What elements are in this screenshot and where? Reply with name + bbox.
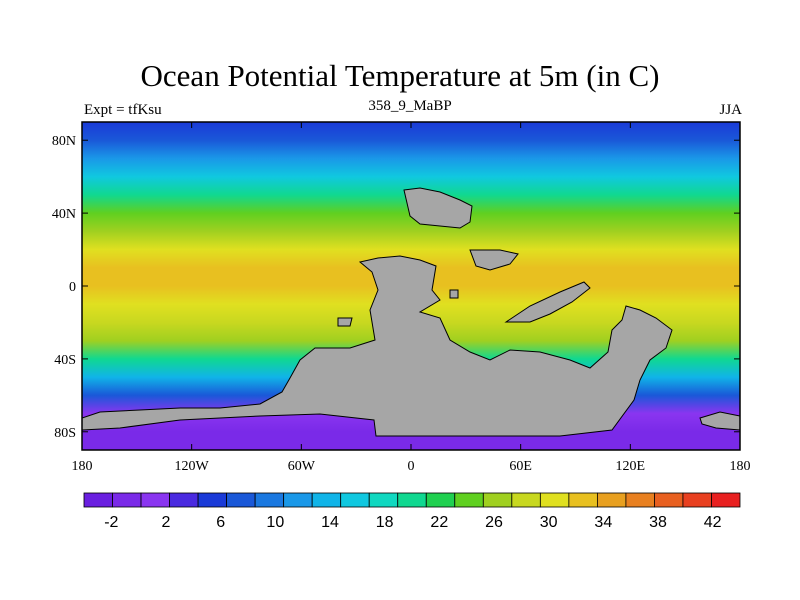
land-mass-southeast — [699, 411, 740, 431]
colorbar-swatch — [311, 492, 342, 508]
colorbar-label: 42 — [704, 514, 722, 531]
colorbar-swatch — [482, 492, 513, 508]
colorbar-label: 10 — [266, 514, 284, 531]
colorbar-label: 34 — [594, 514, 612, 531]
land-mass-cimmeria — [504, 281, 591, 323]
colorbar-labels: -2 2 6 10 14 18 22 26 30 34 38 42 — [104, 514, 721, 531]
x-tick-label: 60W — [288, 459, 316, 474]
colorbar-swatch — [254, 492, 285, 508]
colorbar-swatch — [511, 492, 541, 508]
x-tick-label: 0 — [408, 459, 415, 474]
land-mass-pangaea — [82, 255, 673, 437]
colorbar-swatch — [425, 492, 456, 508]
colorbar-label: 2 — [162, 514, 171, 531]
colorbar-swatch — [197, 492, 228, 508]
y-tick-label: 80N — [52, 134, 76, 149]
x-tick-label: 120E — [616, 459, 646, 474]
colorbar-label: 30 — [540, 514, 558, 531]
y-tick-label: 40N — [52, 207, 76, 222]
land-mass-north — [403, 187, 473, 229]
colorbar-swatch — [654, 492, 684, 508]
colorbar-swatch — [568, 492, 598, 508]
y-axis: 80N 40N 0 40S 80S — [52, 134, 740, 441]
colorbar-label: -2 — [104, 514, 118, 531]
colorbar-label: 22 — [430, 514, 448, 531]
x-tick-label: 120W — [175, 459, 210, 474]
x-tick-label: 180 — [730, 459, 751, 474]
colorbar-swatch — [682, 492, 712, 508]
colorbar-label: 26 — [485, 514, 503, 531]
x-tick-label: 180 — [72, 459, 93, 474]
colorbar-swatch — [83, 492, 113, 508]
y-tick-label: 40S — [54, 353, 76, 368]
colorbar-swatch — [112, 492, 142, 508]
colorbar-label: 38 — [649, 514, 667, 531]
land-masses — [82, 187, 740, 437]
land-mass-island-east — [469, 249, 519, 271]
period-label: 358_9_MaBP — [368, 98, 452, 114]
colorbar-swatch — [539, 492, 570, 508]
colorbar-swatch — [454, 492, 484, 508]
colorbar-swatch — [596, 492, 627, 508]
land-mass-island-small — [449, 289, 459, 299]
colorbar-label: 14 — [321, 514, 339, 531]
y-tick-label: 80S — [54, 426, 76, 441]
colorbar-swatch — [169, 492, 199, 508]
season-label: JJA — [719, 102, 742, 118]
x-tick-label: 60E — [509, 459, 532, 474]
land-mass-island-west — [337, 317, 353, 327]
colorbar-swatch — [625, 492, 655, 508]
experiment-label: Expt = tfKsu — [84, 102, 162, 118]
colorbar-swatch — [226, 492, 256, 508]
colorbar — [83, 492, 741, 508]
colorbar-swatch — [340, 492, 370, 508]
map-plot — [82, 122, 740, 450]
colorbar-swatch — [283, 492, 313, 508]
y-tick-label: 0 — [69, 280, 76, 295]
colorbar-swatch — [140, 492, 170, 508]
colorbar-label: 6 — [216, 514, 225, 531]
colorbar-label: 18 — [376, 514, 394, 531]
colorbar-swatch — [368, 492, 399, 508]
colorbar-swatch — [711, 492, 741, 508]
x-axis: 180 120W 60W 0 60E 120E 180 — [72, 122, 751, 474]
map-title: Ocean Potential Temperature at 5m (in C) — [140, 58, 660, 93]
colorbar-swatch — [397, 492, 427, 508]
